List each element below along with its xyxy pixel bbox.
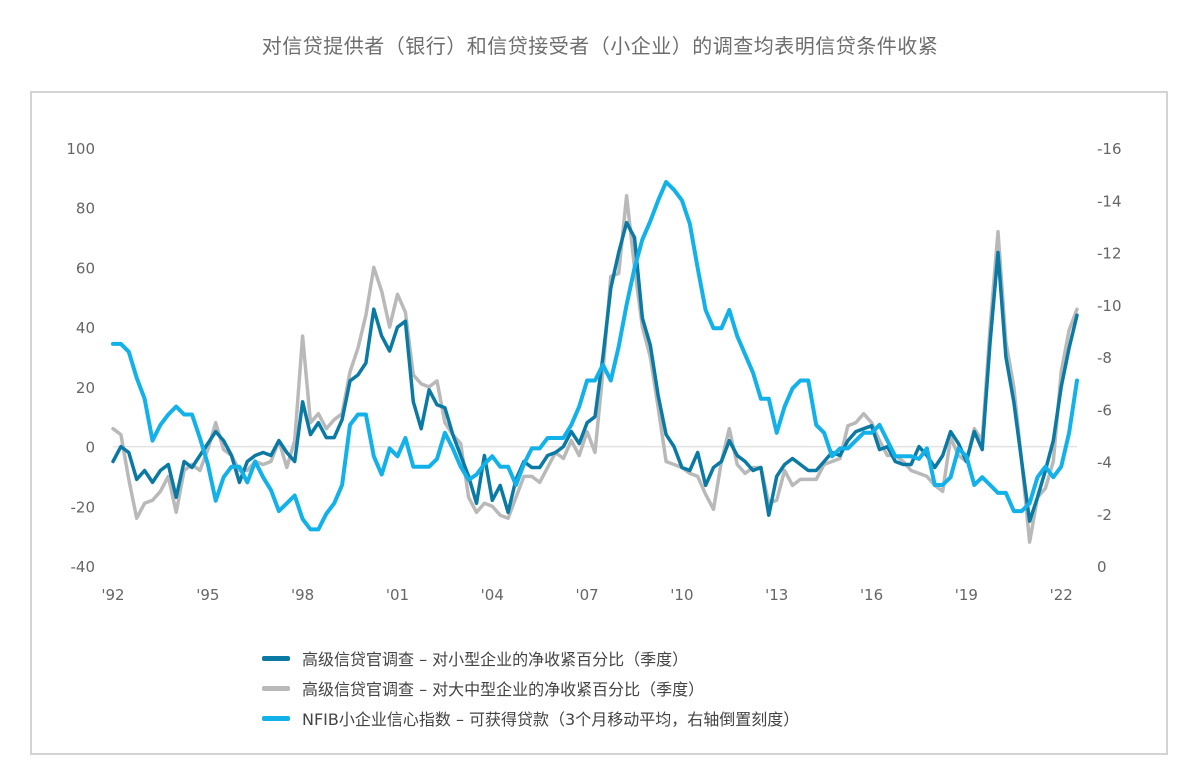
x-tick-label: '10 bbox=[670, 586, 693, 604]
legend-label-large-business: 高级信贷官调查 – 对大中型企业的净收紧百分比（季度） bbox=[302, 676, 704, 700]
series-nfib-line bbox=[113, 182, 1077, 529]
series-large-business-line bbox=[113, 196, 1077, 542]
x-tick-label: '22 bbox=[1050, 586, 1073, 604]
y-left-tick-label: -40 bbox=[71, 558, 96, 576]
legend-label-small-business: 高级信贷官调查 – 对小型企业的净收紧百分比（季度） bbox=[302, 646, 688, 670]
legend-item-nfib: NFIB小企业信心指数 – 可获得贷款（3个月移动平均，右轴倒置刻度） bbox=[262, 706, 799, 730]
y-right-tick-label: -12 bbox=[1097, 245, 1122, 263]
y-left-tick-label: 100 bbox=[66, 140, 95, 158]
x-tick-label: '16 bbox=[860, 586, 883, 604]
x-tick-label: '95 bbox=[196, 586, 219, 604]
x-tick-label: '98 bbox=[291, 586, 314, 604]
x-axis: '92 '95 '98 '01 '04 '07 '10 '13 '16 '19 '22 bbox=[101, 586, 1072, 604]
x-tick-label: '13 bbox=[765, 586, 788, 604]
y-axis-right: -16 -14 -12 -10 -8 -6 -4 -2 0 bbox=[1097, 140, 1122, 576]
x-tick-label: '19 bbox=[955, 586, 978, 604]
legend-label-nfib: NFIB小企业信心指数 – 可获得贷款（3个月移动平均，右轴倒置刻度） bbox=[302, 706, 799, 730]
x-tick-label: '92 bbox=[101, 586, 124, 604]
y-right-tick-label: -8 bbox=[1097, 349, 1112, 367]
y-right-tick-label: -16 bbox=[1097, 140, 1122, 158]
y-right-tick-label: -2 bbox=[1097, 506, 1112, 524]
y-axis-left: 100 80 60 40 20 0 -20 -40 bbox=[66, 140, 95, 576]
y-right-tick-label: -10 bbox=[1097, 297, 1122, 315]
x-tick-label: '04 bbox=[481, 586, 504, 604]
legend-swatch-nfib bbox=[262, 716, 290, 721]
y-right-tick-label: -14 bbox=[1097, 192, 1122, 210]
legend-swatch-small-business bbox=[262, 656, 290, 661]
y-right-tick-label: -4 bbox=[1097, 454, 1112, 472]
legend-swatch-large-business bbox=[262, 686, 290, 691]
x-tick-label: '07 bbox=[575, 586, 598, 604]
legend-item-small-business: 高级信贷官调查 – 对小型企业的净收紧百分比（季度） bbox=[262, 646, 688, 670]
y-left-tick-label: -20 bbox=[71, 498, 96, 516]
y-right-tick-label: -6 bbox=[1097, 401, 1112, 419]
y-left-tick-label: 0 bbox=[85, 439, 95, 457]
y-left-tick-label: 20 bbox=[76, 379, 95, 397]
series-layer bbox=[113, 182, 1077, 542]
y-left-tick-label: 80 bbox=[76, 200, 95, 218]
x-tick-label: '01 bbox=[386, 586, 409, 604]
y-left-tick-label: 60 bbox=[76, 259, 95, 277]
y-left-tick-label: 40 bbox=[76, 319, 95, 337]
y-right-tick-label: 0 bbox=[1097, 558, 1107, 576]
legend-item-large-business: 高级信贷官调查 – 对大中型企业的净收紧百分比（季度） bbox=[262, 676, 704, 700]
